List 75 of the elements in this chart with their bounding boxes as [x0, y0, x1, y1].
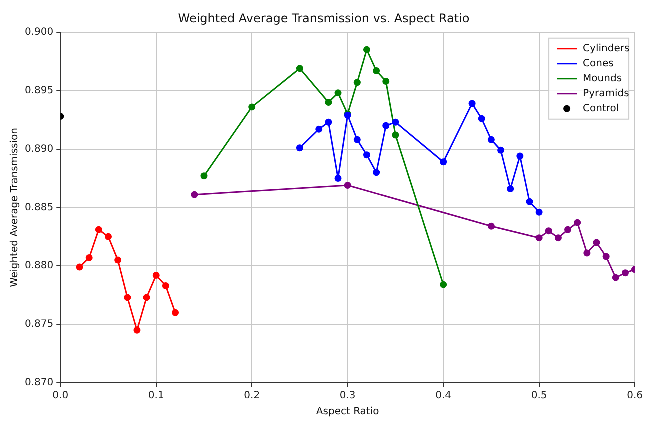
- point: [392, 118, 400, 126]
- x-axis-title: Aspect Ratio: [316, 406, 380, 418]
- point: [325, 99, 332, 106]
- point: [363, 152, 370, 159]
- point: [162, 282, 170, 290]
- x-tick-label: 0.6: [627, 390, 643, 402]
- point: [143, 294, 150, 302]
- point: [488, 136, 495, 144]
- point: [526, 198, 534, 206]
- point: [76, 264, 84, 271]
- point: [344, 182, 352, 189]
- point: [440, 158, 448, 166]
- point: [363, 46, 370, 54]
- point: [152, 272, 160, 279]
- legend-label: Cylinders: [583, 43, 630, 54]
- y-tick-label: 0.895: [24, 85, 54, 96]
- point: [191, 191, 198, 198]
- point: [574, 219, 582, 226]
- point: [382, 122, 390, 130]
- x-tick-label: 0.5: [531, 390, 548, 402]
- y-tick-label: 0.900: [24, 26, 54, 38]
- point: [86, 254, 93, 262]
- point: [440, 281, 448, 288]
- point: [172, 309, 180, 316]
- y-tick-label: 0.880: [24, 260, 54, 272]
- point: [545, 228, 552, 235]
- point: [507, 186, 514, 192]
- point: [296, 144, 304, 152]
- legend-label: Control: [583, 103, 620, 114]
- y-tick-label: 0.890: [24, 144, 54, 155]
- point: [536, 208, 543, 216]
- x-tick-label: 0.1: [148, 390, 164, 402]
- point: [536, 234, 543, 242]
- legend-label: Pyramids: [583, 88, 630, 100]
- point: [468, 100, 476, 108]
- point: [488, 222, 495, 230]
- chart-title: Weighted Average Transmission vs. Aspect Ratio: [178, 11, 470, 26]
- point: [392, 132, 400, 139]
- point: [334, 90, 342, 97]
- point: [334, 174, 342, 182]
- y-tick-label: 0.870: [24, 378, 54, 389]
- point: [584, 250, 591, 257]
- legend-label: Cones: [583, 58, 614, 70]
- point: [124, 294, 132, 302]
- point: [373, 67, 380, 74]
- point: [564, 226, 572, 234]
- point: [104, 233, 112, 240]
- point: [95, 226, 102, 234]
- point: [296, 65, 304, 72]
- point: [248, 104, 256, 111]
- point: [373, 169, 380, 176]
- point: [593, 239, 600, 246]
- point: [554, 234, 562, 242]
- point: [354, 79, 361, 86]
- point: [134, 326, 141, 334]
- point: [602, 253, 610, 260]
- x-tick-label: 0.4: [436, 390, 452, 402]
- point: [200, 172, 208, 180]
- point: [382, 78, 390, 85]
- legend-label: Mounds: [583, 73, 622, 84]
- y-tick-label: 0.875: [24, 319, 54, 330]
- point: [325, 118, 332, 126]
- point: [316, 126, 323, 133]
- point: [612, 274, 620, 282]
- point: [114, 256, 122, 264]
- x-tick-label: 0.3: [340, 390, 356, 402]
- x-tick-label: 0.0: [52, 390, 69, 402]
- point: [354, 136, 361, 144]
- point: [478, 115, 486, 122]
- y-axis-title: Weighted Average Transmission: [10, 128, 21, 288]
- y-tick-label: 0.885: [24, 202, 54, 214]
- point: [622, 270, 629, 277]
- point: [498, 146, 505, 154]
- x-tick-label: 0.2: [244, 390, 260, 402]
- point: [516, 152, 524, 160]
